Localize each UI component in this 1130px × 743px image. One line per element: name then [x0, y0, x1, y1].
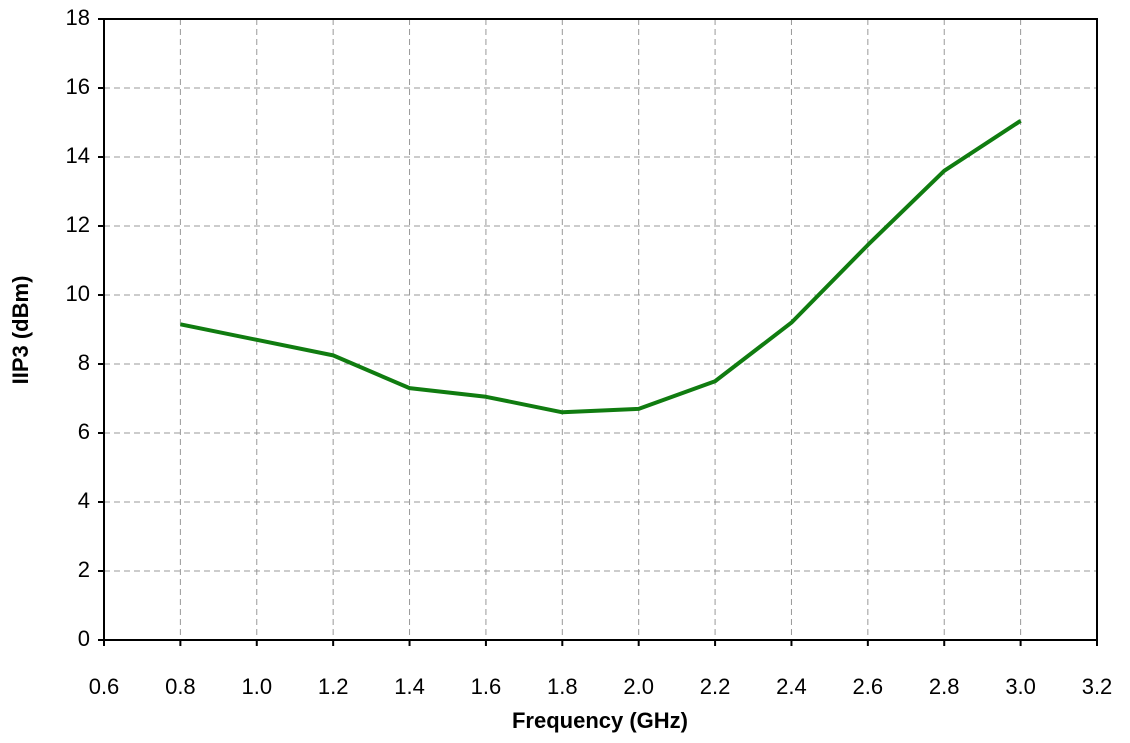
x-tick-label: 2.0: [623, 674, 654, 699]
x-tick-label: 3.0: [1005, 674, 1036, 699]
x-tick-label: 2.6: [853, 674, 884, 699]
y-tick-label: 8: [78, 350, 90, 375]
y-tick-label: 10: [66, 281, 90, 306]
x-tick-label: 0.6: [89, 674, 120, 699]
x-tick-label: 1.4: [394, 674, 425, 699]
x-tick-label: 2.4: [776, 674, 807, 699]
x-tick-label: 0.8: [165, 674, 196, 699]
x-tick-label: 1.8: [547, 674, 578, 699]
plot-frame: [103, 18, 1098, 641]
y-tick-label: 2: [78, 557, 90, 582]
x-tick-label: 3.2: [1082, 674, 1113, 699]
y-tick-label: 6: [78, 419, 90, 444]
x-tick-label: 1.6: [471, 674, 502, 699]
data-line: [179, 119, 1022, 415]
x-axis-label: Frequency (GHz): [512, 708, 688, 733]
y-tick-label: 12: [66, 212, 90, 237]
x-tick-label: 1.2: [318, 674, 349, 699]
x-tick-label: 1.0: [241, 674, 272, 699]
x-tick-label: 2.2: [700, 674, 731, 699]
y-tick-label: 4: [78, 488, 90, 513]
x-tick-label: 2.8: [929, 674, 960, 699]
y-tick-label: 14: [66, 143, 90, 168]
y-tick-label: 0: [78, 626, 90, 651]
y-axis-label: IIP3 (dBm): [8, 276, 33, 385]
y-tick-label: 18: [66, 5, 90, 30]
y-tick-label: 16: [66, 74, 90, 99]
